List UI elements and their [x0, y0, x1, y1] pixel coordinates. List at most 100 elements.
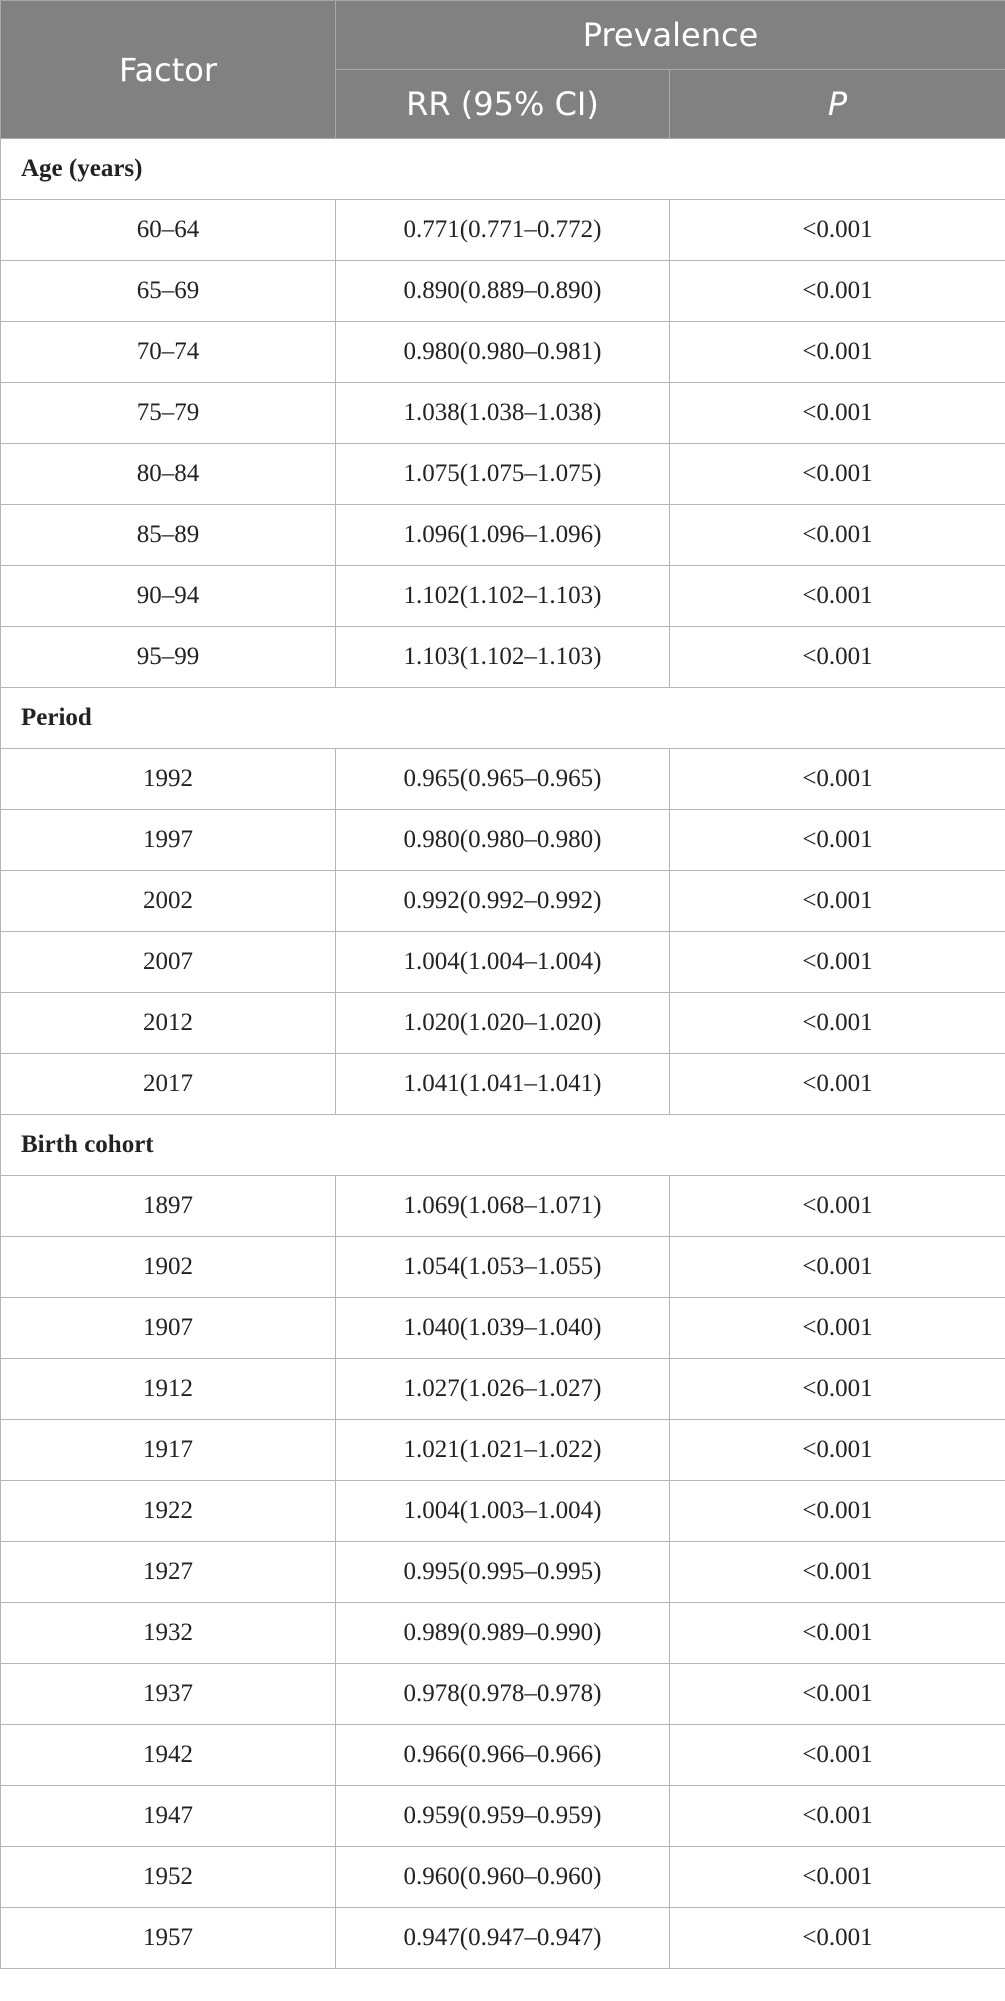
- data-row: 75–79 1.038(1.038–1.038) <0.001: [0, 382, 1005, 444]
- cell: <0.001: [669, 809, 1005, 871]
- data-row: 1902 1.054(1.053–1.055) <0.001: [0, 1236, 1005, 1298]
- cell: 2007: [0, 931, 336, 993]
- cell: 0.992(0.992–0.992): [335, 870, 670, 932]
- cell: <0.001: [669, 199, 1005, 261]
- data-row: 1917 1.021(1.021–1.022) <0.001: [0, 1419, 1005, 1481]
- header-cell: P: [669, 69, 1005, 139]
- data-row: 1927 0.995(0.995–0.995) <0.001: [0, 1541, 1005, 1603]
- cell: 1.075(1.075–1.075): [335, 443, 670, 505]
- cell: 0.959(0.959–0.959): [335, 1785, 670, 1847]
- cell: <0.001: [669, 931, 1005, 993]
- cell: 0.960(0.960–0.960): [335, 1846, 670, 1908]
- cell: 0.771(0.771–0.772): [335, 199, 670, 261]
- cell: 2012: [0, 992, 336, 1054]
- cell: <0.001: [669, 260, 1005, 322]
- cell: 1927: [0, 1541, 336, 1603]
- cell: 1.069(1.068–1.071): [335, 1175, 670, 1237]
- cell: 2002: [0, 870, 336, 932]
- cell: <0.001: [669, 1175, 1005, 1237]
- table-header: Factor Prevalence RR (95% CI) P: [0, 0, 1005, 139]
- data-row: 1932 0.989(0.989–0.990) <0.001: [0, 1602, 1005, 1664]
- cell: 1.054(1.053–1.055): [335, 1236, 670, 1298]
- cell: 1.027(1.026–1.027): [335, 1358, 670, 1420]
- header-cell: Factor: [0, 0, 336, 139]
- data-row: 65–69 0.890(0.889–0.890) <0.001: [0, 260, 1005, 322]
- cell: 1917: [0, 1419, 336, 1481]
- cell: 1.102(1.102–1.103): [335, 565, 670, 627]
- cell: 80–84: [0, 443, 336, 505]
- header-row: RR (95% CI) P: [1, 69, 1005, 139]
- cell: 1937: [0, 1663, 336, 1725]
- data-row: 90–94 1.102(1.102–1.103) <0.001: [0, 565, 1005, 627]
- cell: <0.001: [669, 504, 1005, 566]
- cell: <0.001: [669, 443, 1005, 505]
- data-row: 1992 0.965(0.965–0.965) <0.001: [0, 748, 1005, 810]
- data-row: 95–99 1.103(1.102–1.103) <0.001: [0, 626, 1005, 688]
- cell: 85–89: [0, 504, 336, 566]
- data-row: 1957 0.947(0.947–0.947) <0.001: [0, 1907, 1005, 1969]
- cell: 0.980(0.980–0.980): [335, 809, 670, 871]
- cell: 1912: [0, 1358, 336, 1420]
- cell: 75–79: [0, 382, 336, 444]
- data-row: 1952 0.960(0.960–0.960) <0.001: [0, 1846, 1005, 1908]
- cell: <0.001: [669, 1419, 1005, 1481]
- data-row: 80–84 1.075(1.075–1.075) <0.001: [0, 443, 1005, 505]
- cell: 60–64: [0, 199, 336, 261]
- cell: <0.001: [669, 748, 1005, 810]
- cell: 1.021(1.021–1.022): [335, 1419, 670, 1481]
- cell: 0.989(0.989–0.990): [335, 1602, 670, 1664]
- section-row: Birth cohort: [0, 1114, 1005, 1176]
- data-row: 1937 0.978(0.978–0.978) <0.001: [0, 1663, 1005, 1725]
- cell: <0.001: [669, 1053, 1005, 1115]
- cell: 65–69: [0, 260, 336, 322]
- section-title: Birth cohort: [0, 1114, 1005, 1176]
- cell: 1.004(1.003–1.004): [335, 1480, 670, 1542]
- cell: 90–94: [0, 565, 336, 627]
- data-row: 1922 1.004(1.003–1.004) <0.001: [0, 1480, 1005, 1542]
- cell: <0.001: [669, 1541, 1005, 1603]
- data-row: 85–89 1.096(1.096–1.096) <0.001: [0, 504, 1005, 566]
- section-row: Age (years): [0, 138, 1005, 200]
- cell: <0.001: [669, 1907, 1005, 1969]
- data-row: 1897 1.069(1.068–1.071) <0.001: [0, 1175, 1005, 1237]
- cell: 1902: [0, 1236, 336, 1298]
- cell: <0.001: [669, 992, 1005, 1054]
- cell: 2017: [0, 1053, 336, 1115]
- header-cell: RR (95% CI): [335, 69, 670, 139]
- cell: <0.001: [669, 1785, 1005, 1847]
- cell: 1942: [0, 1724, 336, 1786]
- data-row: 1947 0.959(0.959–0.959) <0.001: [0, 1785, 1005, 1847]
- data-row: 2017 1.041(1.041–1.041) <0.001: [0, 1053, 1005, 1115]
- data-row: 1907 1.040(1.039–1.040) <0.001: [0, 1297, 1005, 1359]
- cell: <0.001: [669, 1846, 1005, 1908]
- cell: 1947: [0, 1785, 336, 1847]
- cell: 70–74: [0, 321, 336, 383]
- cell: <0.001: [669, 1358, 1005, 1420]
- data-row: 60–64 0.771(0.771–0.772) <0.001: [0, 199, 1005, 261]
- cell: 1952: [0, 1846, 336, 1908]
- data-row: 1912 1.027(1.026–1.027) <0.001: [0, 1358, 1005, 1420]
- data-row: 2007 1.004(1.004–1.004) <0.001: [0, 931, 1005, 993]
- cell: <0.001: [669, 626, 1005, 688]
- header-row: Factor Prevalence: [0, 0, 1005, 139]
- cell: 1932: [0, 1602, 336, 1664]
- data-row: 1942 0.966(0.966–0.966) <0.001: [0, 1724, 1005, 1786]
- cell: <0.001: [669, 1236, 1005, 1298]
- cell: 1.096(1.096–1.096): [335, 504, 670, 566]
- cell: 0.947(0.947–0.947): [335, 1907, 670, 1969]
- data-row: 2012 1.020(1.020–1.020) <0.001: [0, 992, 1005, 1054]
- cell: 1.020(1.020–1.020): [335, 992, 670, 1054]
- cell: <0.001: [669, 1480, 1005, 1542]
- cell: 0.980(0.980–0.981): [335, 321, 670, 383]
- cell: 1.103(1.102–1.103): [335, 626, 670, 688]
- section-title: Period: [0, 687, 1005, 749]
- cell: 0.995(0.995–0.995): [335, 1541, 670, 1603]
- cell: <0.001: [669, 321, 1005, 383]
- cell: 1997: [0, 809, 336, 871]
- cell: <0.001: [669, 382, 1005, 444]
- data-row: 2002 0.992(0.992–0.992) <0.001: [0, 870, 1005, 932]
- cell: 1907: [0, 1297, 336, 1359]
- cell: 1992: [0, 748, 336, 810]
- cell: 95–99: [0, 626, 336, 688]
- cell: 1.038(1.038–1.038): [335, 382, 670, 444]
